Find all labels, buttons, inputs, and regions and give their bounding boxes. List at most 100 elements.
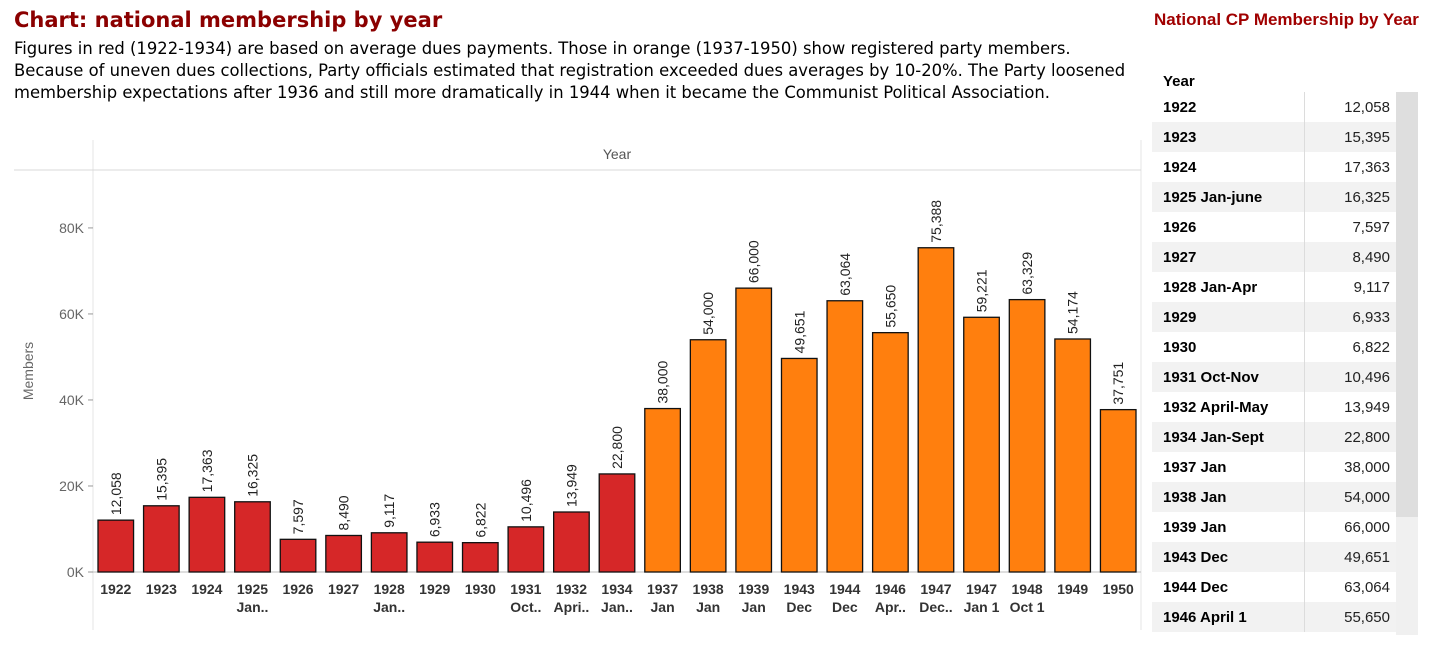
x-tick-label: Apri.. [554, 599, 590, 615]
x-tick-label: Jan 1 [964, 599, 1000, 615]
bar[interactable] [689, 339, 727, 573]
bar[interactable] [279, 538, 317, 573]
table-scrollbar[interactable] [1396, 92, 1418, 635]
bar-value-label: 17,363 [199, 449, 215, 492]
table-row[interactable]: 1931 Oct-Nov 10,496 [1152, 362, 1418, 392]
bar-value-label: 38,000 [655, 361, 671, 404]
table-scrollbar-thumb[interactable] [1396, 92, 1418, 517]
table-cell-members: 22,800 [1344, 428, 1390, 446]
bar[interactable] [370, 532, 408, 573]
table-row[interactable]: 1944 Dec 63,064 [1152, 572, 1418, 602]
bar[interactable] [507, 526, 545, 573]
table-row[interactable]: 1925 Jan-june 16,325 [1152, 182, 1418, 212]
x-tick-label: Jan [651, 599, 675, 615]
bar-value-label: 75,388 [928, 200, 944, 243]
table-cell-year: 1923 [1152, 122, 1305, 152]
bar[interactable] [1008, 298, 1046, 573]
bar[interactable] [598, 473, 636, 573]
bar[interactable] [234, 501, 271, 573]
x-tick-label: 1939 [738, 581, 769, 597]
table-cell-members: 63,064 [1344, 578, 1390, 596]
bar-value-label: 59,221 [974, 269, 990, 312]
bar-value-label: 15,395 [153, 458, 169, 501]
x-tick-label: Dec.. [919, 599, 952, 615]
y-tick-label: 20K [59, 478, 85, 494]
table-cell-year: 1929 [1152, 302, 1305, 332]
bar[interactable] [871, 331, 909, 573]
table-row[interactable]: 1929 6,933 [1152, 302, 1418, 332]
table-cell-members: 15,395 [1344, 128, 1390, 146]
table-cell-members: 66,000 [1344, 518, 1390, 536]
table-row[interactable]: 1937 Jan 38,000 [1152, 452, 1418, 482]
x-tick-label: 1938 [693, 581, 724, 597]
x-tick-label: Oct 1 [1010, 599, 1045, 615]
table-row[interactable]: 1943 Dec 49,651 [1152, 542, 1418, 572]
table-cell-year: 1934 Jan-Sept [1152, 422, 1305, 452]
table-cell-year: 1928 Jan-Apr [1152, 272, 1305, 302]
chart-description: Figures in red (1922-1934) are based on … [14, 39, 1126, 102]
table-row[interactable]: 1932 April-May 13,949 [1152, 392, 1418, 422]
table-cell-members: 49,651 [1344, 548, 1390, 566]
x-tick-label: Jan [696, 599, 720, 615]
x-tick-label: 1943 [784, 581, 815, 597]
table-row[interactable]: 1934 Jan-Sept 22,800 [1152, 422, 1418, 452]
table-row[interactable]: 1923 15,395 [1152, 122, 1418, 152]
table-cell-members: 8,490 [1352, 248, 1390, 266]
x-axis: 1922 1923 1924 1925 Jan.. 1926 1927 1928 Jan.. 19… [100, 581, 1134, 615]
table-row[interactable]: 1939 Jan 66,000 [1152, 512, 1418, 542]
x-tick-label: 1947 [966, 581, 997, 597]
table-row[interactable]: 1926 7,597 [1152, 212, 1418, 242]
table-cell-members: 17,363 [1344, 158, 1390, 176]
table-cell-year: 1943 Dec [1152, 542, 1305, 572]
bar[interactable] [826, 300, 864, 573]
table-cell-year: 1924 [1152, 152, 1305, 182]
bar[interactable] [97, 519, 135, 573]
bar[interactable] [142, 505, 180, 573]
bar[interactable] [735, 287, 773, 573]
bar[interactable] [780, 357, 818, 573]
x-tick-label: Dec [786, 599, 812, 615]
x-tick-label: 1948 [1012, 581, 1043, 597]
x-tick-label: Oct.. [510, 599, 541, 615]
table-row[interactable]: 1927 8,490 [1152, 242, 1418, 272]
bar-value-label: 63,064 [837, 253, 853, 296]
bar-value-label: 54,000 [700, 292, 716, 335]
table-row[interactable]: 1946 April 1 55,650 [1152, 602, 1418, 632]
bar-value-label: 54,174 [1065, 291, 1081, 334]
table-row[interactable]: 1922 12,058 [1152, 92, 1418, 122]
page-title: Chart: national membership by year [14, 8, 443, 32]
bar[interactable] [963, 316, 1000, 573]
x-tick-label: 1947 [920, 581, 951, 597]
bar-value-label: 55,650 [882, 285, 898, 328]
bar[interactable] [1099, 408, 1137, 573]
table-cell-members: 16,325 [1344, 188, 1390, 206]
table-row[interactable]: 1928 Jan-Apr 9,117 [1152, 272, 1418, 302]
table-cell-year: 1922 [1152, 92, 1305, 122]
bar-value-label: 49,651 [791, 310, 807, 353]
y-tick-label: 0K [67, 564, 85, 580]
table-cell-members: 12,058 [1344, 98, 1390, 116]
table-body[interactable]: 1922 12,058 1923 15,395 1924 17,363 1925 Jan-j… [1152, 92, 1418, 635]
x-tick-label: Apr.. [875, 599, 906, 615]
x-tick-label: 1926 [282, 581, 313, 597]
bar[interactable] [325, 534, 363, 573]
x-tick-label: 1931 [510, 581, 541, 597]
table-row[interactable]: 1930 6,822 [1152, 332, 1418, 362]
bar[interactable] [644, 407, 681, 573]
bar[interactable] [188, 496, 226, 573]
table-row[interactable]: 1938 Jan 54,000 [1152, 482, 1418, 512]
table-row[interactable]: 1924 17,363 [1152, 152, 1418, 182]
bar[interactable] [461, 542, 499, 573]
table-cell-year: 1932 April-May [1152, 392, 1305, 422]
table-cell-year: 1930 [1152, 332, 1305, 362]
bar[interactable] [917, 247, 955, 573]
bar[interactable] [553, 511, 590, 573]
x-tick-label: 1932 [556, 581, 587, 597]
bar[interactable] [416, 541, 454, 573]
y-tick-label: 80K [59, 220, 85, 236]
data-labels-group: 12,058 15,395 17,363 16,325 7,597 8,490 9,117 6… [108, 200, 1126, 538]
bar[interactable] [1054, 338, 1092, 573]
bar-value-label: 16,325 [244, 454, 260, 497]
bar-value-label: 63,329 [1019, 252, 1035, 295]
table-cell-year: 1926 [1152, 212, 1305, 242]
